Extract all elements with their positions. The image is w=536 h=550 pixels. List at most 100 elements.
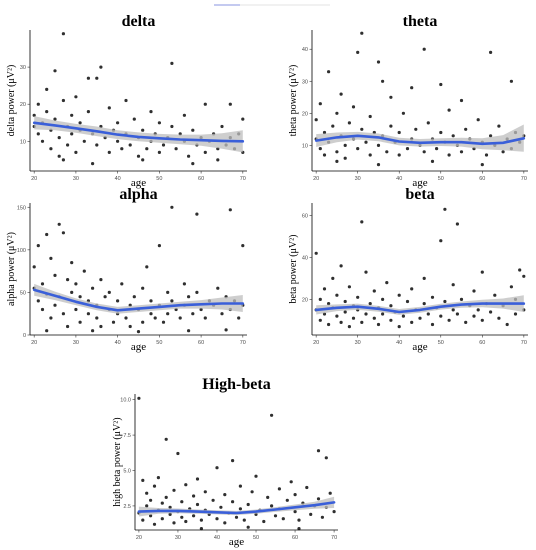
data-point bbox=[343, 143, 347, 147]
x-tick-label: 70 bbox=[240, 340, 246, 346]
data-point bbox=[385, 281, 389, 285]
data-point bbox=[314, 118, 318, 122]
data-point bbox=[246, 502, 250, 507]
data-point bbox=[339, 320, 343, 324]
x-tick-label: 40 bbox=[396, 176, 402, 182]
data-point bbox=[356, 50, 360, 55]
data-point bbox=[410, 320, 414, 324]
data-point bbox=[360, 320, 364, 324]
data-point bbox=[191, 162, 195, 166]
data-point bbox=[293, 493, 297, 497]
data-point bbox=[223, 493, 227, 497]
x-tick-label: 60 bbox=[198, 340, 204, 346]
data-point bbox=[124, 316, 128, 320]
data-point bbox=[211, 498, 215, 502]
data-point bbox=[360, 31, 364, 35]
y-tick-label: 40 bbox=[302, 255, 308, 261]
data-point bbox=[128, 143, 132, 147]
data-point bbox=[107, 150, 111, 154]
data-point bbox=[145, 504, 149, 508]
x-tick-label: 40 bbox=[115, 176, 121, 182]
data-point bbox=[455, 312, 459, 316]
y-tick-label: 60 bbox=[302, 214, 308, 220]
data-point bbox=[439, 239, 443, 243]
data-point bbox=[327, 70, 331, 74]
data-point bbox=[242, 518, 246, 522]
x-tick-label: 70 bbox=[240, 176, 246, 182]
data-point bbox=[53, 117, 57, 121]
data-point bbox=[405, 299, 410, 304]
panel-delta: delta 20 30 40 50 60 70 10 20 30 age delta power (μ… bbox=[6, 13, 247, 189]
data-point bbox=[270, 504, 274, 508]
data-point bbox=[389, 318, 393, 322]
x-tick-label: 50 bbox=[438, 176, 444, 182]
data-point bbox=[70, 261, 74, 265]
data-point bbox=[414, 127, 418, 131]
data-point bbox=[332, 510, 336, 514]
data-point bbox=[203, 490, 207, 494]
data-point bbox=[66, 324, 70, 329]
data-point bbox=[430, 159, 435, 163]
data-point bbox=[401, 314, 405, 318]
data-point bbox=[464, 127, 468, 131]
data-point bbox=[451, 308, 455, 312]
data-point bbox=[327, 322, 331, 327]
data-point bbox=[116, 139, 120, 143]
data-point bbox=[70, 132, 74, 136]
data-point bbox=[111, 320, 116, 324]
y-tick-label: 7.5 bbox=[123, 433, 131, 439]
confidence-band bbox=[316, 124, 524, 152]
data-point bbox=[164, 437, 168, 441]
panel-high-beta: High-beta 20 30 40 50 60 70 2.5 5.0 7.5 10.0 age hig… bbox=[112, 376, 338, 548]
data-point bbox=[70, 290, 74, 294]
data-point bbox=[107, 290, 111, 294]
data-point bbox=[49, 316, 53, 320]
data-point bbox=[40, 139, 45, 143]
data-point bbox=[381, 312, 385, 316]
data-point bbox=[439, 314, 443, 318]
data-point bbox=[347, 121, 351, 125]
data-point bbox=[49, 147, 53, 151]
y-tick-label: 40 bbox=[302, 47, 308, 53]
data-point bbox=[149, 110, 153, 114]
data-point bbox=[182, 113, 186, 117]
data-point bbox=[182, 282, 186, 286]
data-point bbox=[443, 299, 447, 304]
x-tick-label: 60 bbox=[198, 176, 204, 182]
data-point bbox=[451, 134, 455, 138]
y-tick-label: 20 bbox=[302, 111, 308, 117]
x-tick-label: 50 bbox=[253, 535, 259, 541]
data-point bbox=[293, 510, 297, 514]
data-point bbox=[343, 299, 347, 304]
data-point bbox=[368, 153, 372, 157]
data-point bbox=[191, 312, 195, 316]
data-point bbox=[347, 285, 351, 289]
data-point bbox=[314, 251, 318, 255]
chart-title: High-beta bbox=[202, 376, 270, 393]
data-point bbox=[273, 514, 278, 518]
chart-title: theta bbox=[403, 13, 438, 30]
data-point bbox=[509, 285, 513, 289]
data-point bbox=[426, 312, 430, 316]
data-point bbox=[281, 517, 285, 521]
data-point bbox=[132, 117, 136, 121]
data-point bbox=[61, 98, 65, 103]
data-point bbox=[480, 163, 484, 167]
data-point bbox=[376, 60, 381, 64]
data-point bbox=[518, 268, 522, 272]
data-point bbox=[195, 290, 199, 294]
data-point bbox=[238, 484, 242, 488]
data-point bbox=[322, 130, 327, 135]
data-point bbox=[464, 320, 468, 324]
data-point bbox=[180, 500, 184, 504]
data-point bbox=[447, 108, 451, 112]
x-tick-label: 20 bbox=[313, 176, 319, 182]
data-point bbox=[91, 162, 95, 166]
data-point bbox=[172, 488, 176, 492]
chart-title: alpha bbox=[119, 186, 157, 203]
data-point bbox=[161, 320, 166, 324]
data-point bbox=[99, 324, 103, 329]
data-point bbox=[335, 111, 339, 115]
data-point bbox=[170, 124, 174, 129]
data-point bbox=[356, 295, 360, 299]
